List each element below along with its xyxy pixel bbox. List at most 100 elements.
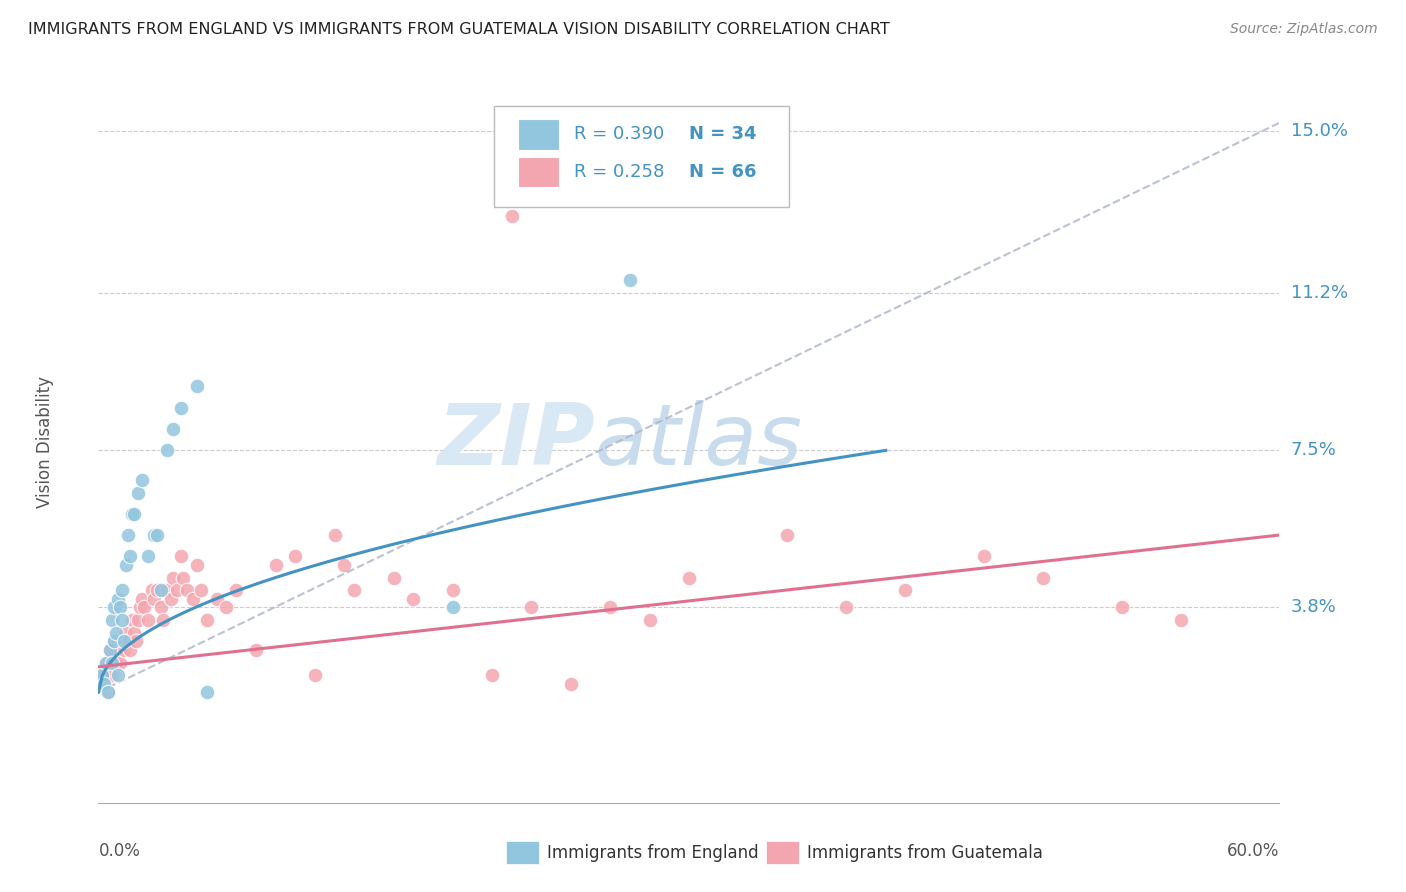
Point: [170, 401, 193, 415]
Point: [105, 625, 128, 640]
Point: [91, 668, 114, 682]
Text: ZIP: ZIP: [437, 400, 595, 483]
Text: N = 66: N = 66: [689, 163, 756, 181]
Point: [382, 570, 405, 584]
Point: [186, 379, 208, 393]
Point: [441, 583, 464, 598]
Point: [599, 600, 621, 615]
Point: [195, 613, 218, 627]
Point: [117, 634, 139, 648]
Point: [121, 507, 143, 521]
Point: [142, 591, 165, 606]
Point: [107, 591, 129, 606]
Text: Immigrants from England: Immigrants from England: [547, 844, 759, 862]
Point: [441, 600, 464, 615]
Point: [152, 613, 174, 627]
Point: [97, 685, 120, 699]
Point: [638, 613, 661, 627]
Point: [101, 656, 124, 670]
Point: [115, 558, 138, 572]
Point: [101, 668, 124, 682]
Text: 7.5%: 7.5%: [1291, 441, 1337, 459]
Point: [118, 642, 141, 657]
Point: [107, 668, 129, 682]
FancyBboxPatch shape: [494, 105, 789, 207]
Text: Source: ZipAtlas.com: Source: ZipAtlas.com: [1230, 22, 1378, 37]
Point: [190, 583, 212, 598]
Point: [973, 549, 995, 564]
Point: [402, 591, 425, 606]
Point: [136, 549, 159, 564]
Point: [97, 685, 120, 699]
Point: [107, 634, 129, 648]
Point: [186, 558, 208, 572]
Text: Immigrants from Guatemala: Immigrants from Guatemala: [807, 844, 1043, 862]
Text: 11.2%: 11.2%: [1291, 284, 1348, 301]
Point: [125, 634, 148, 648]
Point: [205, 591, 228, 606]
Point: [93, 677, 115, 691]
Point: [112, 642, 135, 657]
Point: [112, 634, 135, 648]
Point: [111, 634, 134, 648]
Point: [93, 677, 115, 691]
Bar: [506, 841, 538, 864]
Point: [96, 656, 118, 670]
Point: [323, 528, 346, 542]
Point: [128, 600, 150, 615]
Text: IMMIGRANTS FROM ENGLAND VS IMMIGRANTS FROM GUATEMALA VISION DISABILITY CORRELATI: IMMIGRANTS FROM ENGLAND VS IMMIGRANTS FR…: [28, 22, 890, 37]
Point: [333, 558, 356, 572]
Point: [225, 583, 247, 598]
Point: [91, 668, 114, 682]
Point: [103, 634, 125, 648]
Point: [304, 668, 326, 682]
Bar: [517, 120, 560, 150]
Point: [245, 642, 267, 657]
Text: N = 34: N = 34: [689, 126, 756, 144]
Point: [181, 591, 204, 606]
Point: [1032, 570, 1054, 584]
Bar: [766, 841, 799, 864]
Point: [146, 583, 169, 598]
Text: R = 0.390: R = 0.390: [575, 126, 665, 144]
Point: [103, 600, 125, 615]
Text: Vision Disability: Vision Disability: [37, 376, 55, 508]
Point: [343, 583, 366, 598]
Text: 3.8%: 3.8%: [1291, 599, 1336, 616]
Point: [98, 642, 121, 657]
Point: [520, 600, 543, 615]
Text: atlas: atlas: [595, 400, 803, 483]
Point: [131, 473, 153, 487]
Point: [501, 209, 523, 223]
Point: [131, 591, 153, 606]
Point: [122, 625, 145, 640]
Point: [136, 613, 159, 627]
Point: [150, 600, 173, 615]
Point: [776, 528, 799, 542]
Point: [96, 656, 118, 670]
Point: [127, 613, 149, 627]
Point: [560, 677, 582, 691]
Point: [121, 613, 143, 627]
Point: [127, 485, 149, 500]
Point: [835, 600, 858, 615]
Point: [215, 600, 238, 615]
Point: [172, 570, 194, 584]
Point: [150, 583, 173, 598]
Point: [156, 583, 179, 598]
Point: [481, 668, 503, 682]
Point: [101, 613, 124, 627]
Point: [678, 570, 700, 584]
Point: [162, 422, 184, 436]
Point: [111, 613, 134, 627]
Point: [111, 583, 134, 598]
Point: [141, 583, 163, 598]
Point: [142, 528, 165, 542]
Point: [160, 591, 183, 606]
Point: [146, 528, 169, 542]
Point: [117, 528, 139, 542]
Text: 60.0%: 60.0%: [1227, 842, 1279, 860]
Text: 15.0%: 15.0%: [1291, 122, 1347, 140]
Point: [156, 443, 179, 458]
Point: [108, 600, 131, 615]
